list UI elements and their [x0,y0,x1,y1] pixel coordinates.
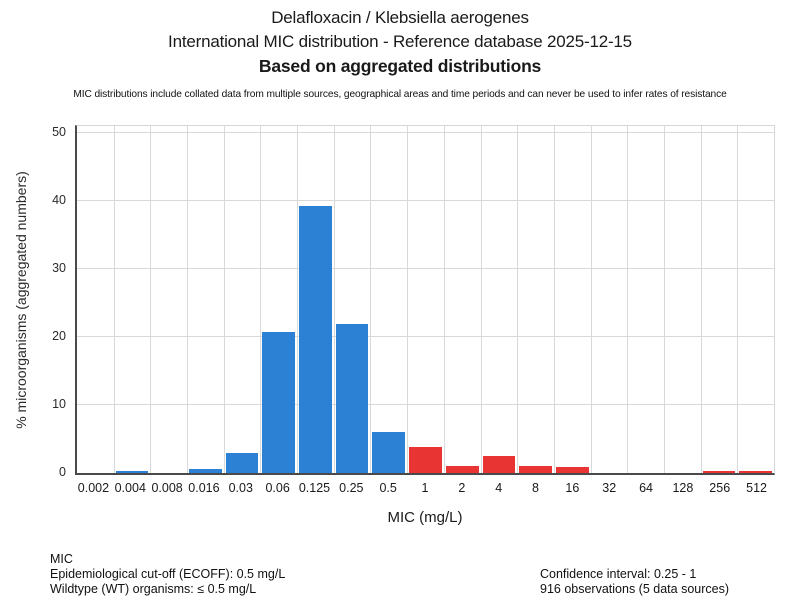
x-gridline [443,126,445,473]
y-tick-label-50: 50 [52,125,66,140]
x-gridline [480,126,482,473]
x-gridline [663,126,665,473]
chart-title: Delafloxacin / Klebsiella aerogenes [271,8,529,27]
y-gridline-20 [77,336,774,338]
footer-ecoff-block: MIC Epidemiological cut-off (ECOFF): 0.5… [50,552,285,597]
bar-512[interactable] [739,470,772,473]
x-gridline [260,126,262,473]
bar-8[interactable] [519,466,552,473]
x-tick-label-256: 256 [709,481,731,495]
x-tick-label-2: 2 [458,481,466,495]
chart-subtitle: International MIC distribution - Referen… [168,32,632,51]
x-tick-label-4: 4 [495,481,503,495]
chart-subtitle-emphasis: Based on aggregated distributions [258,56,542,76]
bar-0.004[interactable] [115,471,149,473]
x-tick-label-0.002: 0.002 [77,481,110,495]
x-gridline [333,126,335,473]
x-gridline [223,126,225,473]
x-tick-label-8: 8 [532,481,539,495]
x-gridline [187,126,189,473]
footer-ecoff-line: Epidemiological cut-off (ECOFF): 0.5 mg/… [50,567,286,581]
plot-area [75,125,775,475]
x-gridline [627,126,629,473]
bar-256[interactable] [702,471,736,473]
bar-4[interactable] [482,456,516,473]
y-axis-tick-labels: 0 10 20 30 40 50 [0,125,66,479]
y-gridline-10 [77,404,774,406]
disclaimer-text: MIC distributions include collated data … [73,89,727,100]
bar-16[interactable] [555,467,589,473]
x-tick-label-128: 128 [672,481,694,495]
x-gridline [553,126,555,473]
y-gridline-50 [77,132,774,134]
y-tick-label-10: 10 [52,397,66,412]
x-gridline [517,126,519,473]
x-gridline [370,126,372,473]
y-gridline-40 [77,200,774,202]
bar-2[interactable] [445,465,479,473]
x-tick-label-0.016: 0.016 [188,481,220,495]
footer-confidence-line: Confidence interval: 0.25 - 1 [540,567,697,581]
x-gridline [737,126,739,473]
bar-1[interactable] [409,446,442,473]
x-tick-label-32: 32 [602,481,617,495]
bar-0.03[interactable] [225,452,259,473]
x-tick-label-0.125: 0.125 [298,481,331,495]
bar-0.016[interactable] [189,468,222,473]
bar-0.25[interactable] [335,323,369,473]
y-gridline-30 [77,268,774,270]
y-tick-label-30: 30 [52,261,66,276]
x-gridline [407,126,409,473]
x-tick-label-0.03: 0.03 [228,481,253,495]
x-gridline [700,126,702,473]
footer-observations-line: 916 observations (5 data sources) [540,582,729,596]
bar-0.125[interactable] [299,206,332,473]
x-tick-label-0.004: 0.004 [114,481,146,495]
y-tick-label-20: 20 [52,329,66,344]
footer-observations-block: Confidence interval: 0.25 - 1 916 observ… [540,567,729,597]
x-gridline [113,126,115,473]
x-tick-label-16: 16 [565,481,580,495]
x-gridline [150,126,152,473]
x-gridline [297,126,299,473]
x-tick-label-0.5: 0.5 [379,481,397,495]
x-gridline [590,126,592,473]
x-tick-label-512: 512 [746,481,768,495]
footer-mic-heading: MIC [50,552,73,566]
x-tick-label-0.008: 0.008 [151,481,183,495]
x-tick-label-0.25: 0.25 [339,481,364,495]
bar-0.06[interactable] [262,332,296,473]
x-tick-label-1: 1 [421,481,429,495]
x-tick-label-0.06: 0.06 [265,481,290,495]
footer-wildtype-line: Wildtype (WT) organisms: ≤ 0.5 mg/L [50,582,257,596]
x-tick-label-64: 64 [639,481,653,495]
y-tick-label-0: 0 [59,465,66,479]
x-axis-title: MIC (mg/L) [387,509,463,526]
y-tick-label-40: 40 [52,193,66,208]
x-axis-tick-labels: 0.002 0.004 0.008 0.016 0.03 0.06 0.125 0.25 0.5… [75,481,775,497]
bar-0.5[interactable] [372,431,406,473]
